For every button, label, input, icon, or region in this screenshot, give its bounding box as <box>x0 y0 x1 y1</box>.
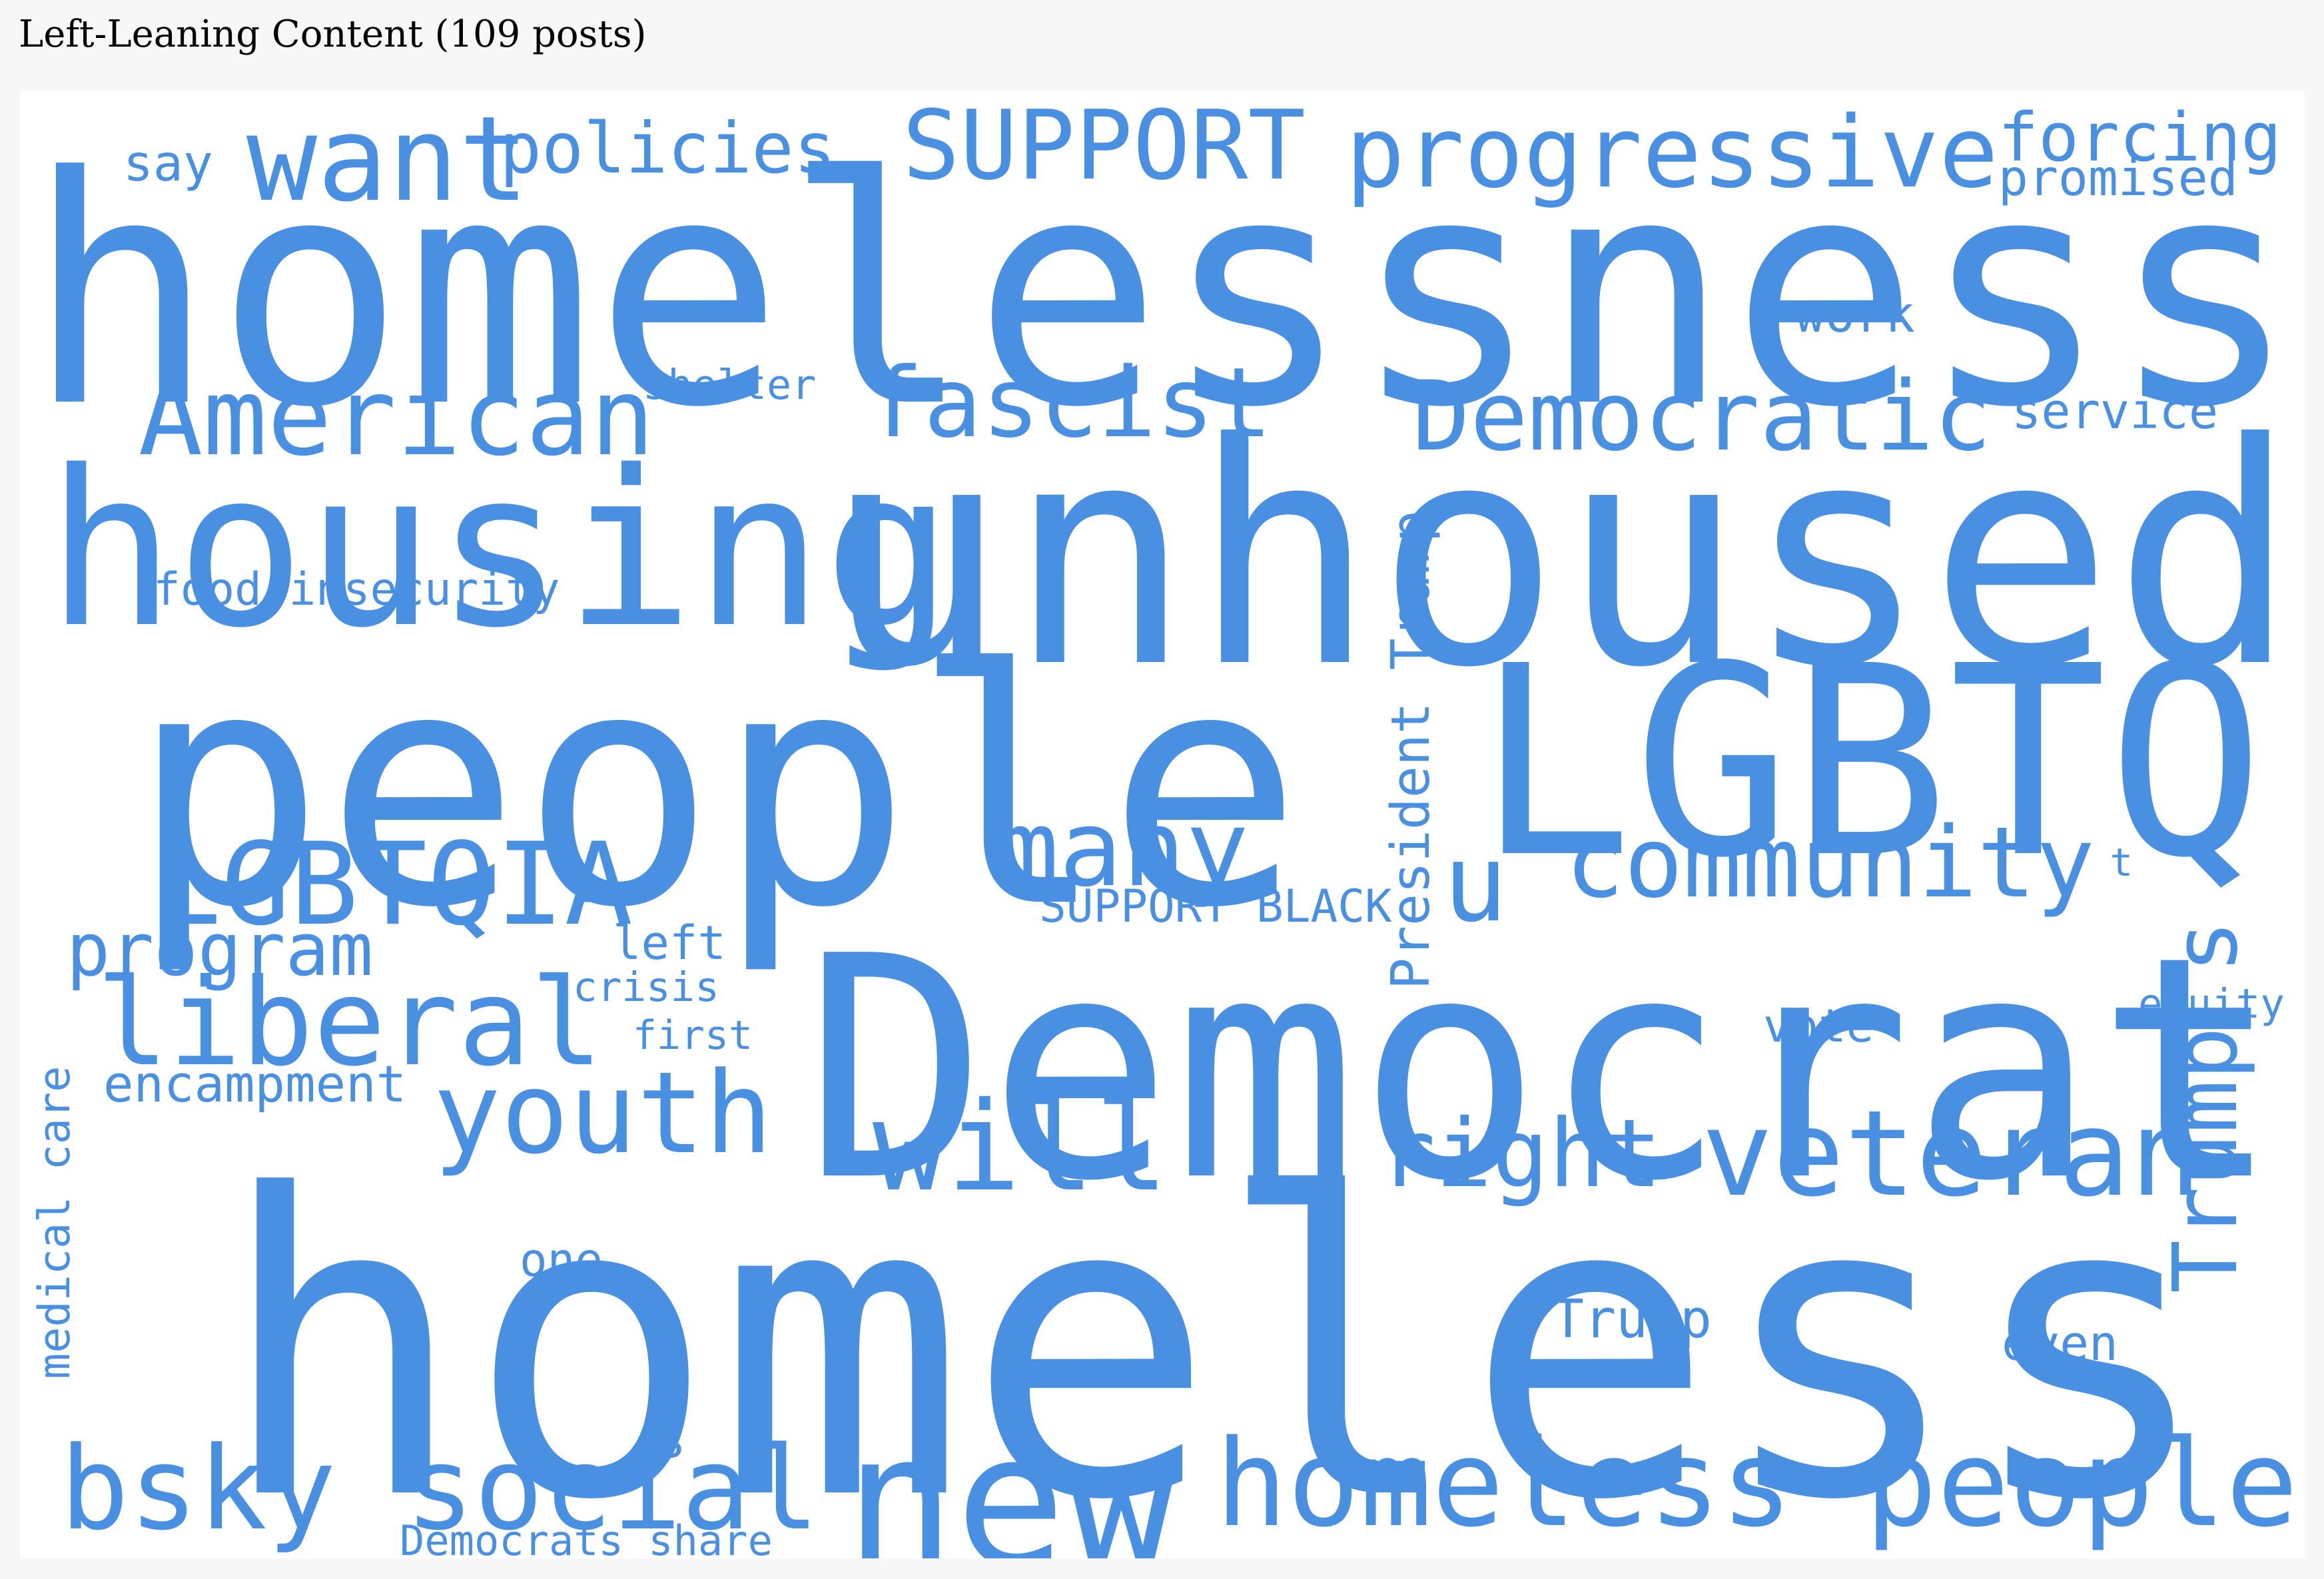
word-bsky-social: bsky social <box>60 1422 820 1556</box>
word-food-insecurity: food insecurity <box>153 563 560 615</box>
word-s: s <box>656 1411 687 1469</box>
word-forcing: forcing <box>1998 97 2282 176</box>
word-support: SUPPORT <box>902 91 1306 201</box>
word-community: community <box>1565 805 2095 920</box>
word-crisis: crisis <box>573 964 719 1011</box>
word-say: say <box>123 134 213 192</box>
word-lgbtq: LGBTQ <box>1475 610 2265 915</box>
word-first: first <box>633 1012 753 1059</box>
word-policies: policies <box>500 108 836 189</box>
word-homeless: homeless <box>217 1107 2214 1558</box>
word-american: American <box>138 354 655 479</box>
word-progressive: progressive <box>1346 95 1999 210</box>
word-vote: vote <box>1763 999 1874 1053</box>
word-t: t <box>2110 840 2133 885</box>
word-trump: Trump <box>1552 1288 1712 1350</box>
word-many: many <box>996 789 1249 910</box>
word-cloud: homelessness people Democrat homeless housin… <box>20 91 2305 1558</box>
word-fascist: fascist <box>865 347 1273 460</box>
word-liberal: liberal <box>96 952 603 1093</box>
word-left: left <box>613 915 726 970</box>
word-will: will <box>873 1076 1169 1219</box>
word-promised: promised <box>1998 149 2238 207</box>
word-democratic: Democratic <box>1412 360 1992 473</box>
word-homelessness: homelessness <box>26 111 2299 476</box>
word-veteran: veteran <box>1701 1085 2202 1223</box>
word-unhoused: unhoused <box>823 378 2298 735</box>
word-democrats-share: Democrats share <box>400 1516 773 1558</box>
word-trump-s: Trump s <box>2155 919 2257 1293</box>
word-one: one <box>520 1234 603 1287</box>
word-medical-care: medical care <box>30 1066 80 1379</box>
word-shelter: shelter <box>643 360 817 409</box>
word-lgbtqia: LGBTQIA <box>153 818 633 951</box>
word-support-black: SUPPORT BLACK <box>1039 880 1392 932</box>
word-people: people <box>129 600 1303 978</box>
word-program: program <box>66 907 374 992</box>
word-work: work <box>1795 286 1915 344</box>
word-homeless-people: homeless people <box>1215 1414 2299 1554</box>
word-u: u <box>1443 820 1508 946</box>
word-right: right <box>1379 1100 1663 1209</box>
word-housing: housing <box>46 424 953 675</box>
word-encampment: encampment <box>103 1054 407 1113</box>
word-even: even <box>2002 1316 2118 1372</box>
page-title: Left-Leaning Content (109 posts) <box>19 13 647 56</box>
word-democrat: Democrat <box>803 890 2281 1248</box>
word-service: service <box>2012 383 2219 440</box>
word-new: new <box>845 1395 1177 1559</box>
word-youth: youth <box>433 1047 773 1179</box>
word-equity: equity <box>2138 980 2285 1028</box>
word-want: want <box>246 91 530 228</box>
